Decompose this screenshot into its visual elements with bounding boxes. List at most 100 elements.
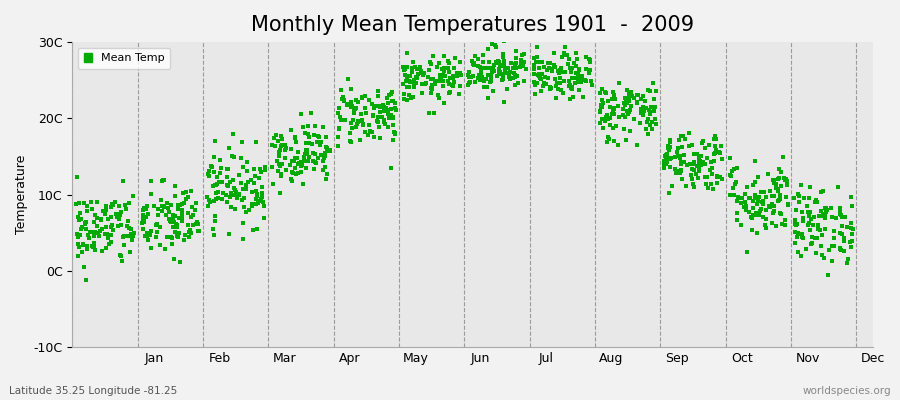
Point bbox=[593, 108, 608, 114]
Point bbox=[562, 82, 577, 88]
Point bbox=[402, 84, 417, 90]
Point bbox=[492, 58, 507, 65]
Point bbox=[221, 183, 236, 190]
Point bbox=[821, 272, 835, 278]
Point bbox=[385, 98, 400, 104]
Point bbox=[106, 226, 121, 233]
Point bbox=[164, 234, 178, 240]
Point bbox=[778, 176, 793, 182]
Point bbox=[811, 222, 825, 228]
Point bbox=[745, 227, 760, 233]
Point bbox=[351, 99, 365, 106]
Y-axis label: Temperature: Temperature bbox=[15, 155, 28, 234]
Point bbox=[508, 48, 523, 54]
Point bbox=[814, 232, 829, 238]
Point bbox=[530, 44, 544, 50]
Point bbox=[161, 205, 176, 212]
Point bbox=[90, 199, 104, 205]
Point bbox=[301, 130, 315, 137]
Point bbox=[494, 71, 508, 77]
Point bbox=[302, 158, 316, 164]
Point bbox=[530, 80, 544, 86]
Point bbox=[532, 73, 546, 80]
Point bbox=[687, 167, 701, 173]
Point bbox=[505, 74, 519, 81]
Point bbox=[170, 222, 184, 228]
Point bbox=[207, 218, 221, 224]
Point bbox=[814, 213, 829, 219]
Point bbox=[436, 53, 451, 60]
Point bbox=[117, 232, 131, 239]
Point bbox=[380, 107, 394, 113]
Point bbox=[630, 100, 644, 106]
Point bbox=[112, 211, 126, 218]
Point bbox=[442, 60, 456, 66]
Point bbox=[346, 110, 361, 116]
Point bbox=[771, 188, 786, 195]
Point bbox=[737, 204, 751, 210]
Point bbox=[110, 214, 124, 220]
Point bbox=[101, 235, 115, 242]
Point bbox=[70, 241, 85, 248]
Point bbox=[566, 60, 580, 66]
Point bbox=[554, 87, 568, 94]
Point bbox=[245, 188, 259, 195]
Point bbox=[605, 96, 619, 102]
Point bbox=[685, 141, 699, 148]
Point bbox=[428, 78, 443, 84]
Point bbox=[210, 174, 224, 180]
Point bbox=[434, 74, 448, 80]
Point bbox=[503, 69, 517, 76]
Point bbox=[372, 124, 386, 130]
Point bbox=[206, 226, 220, 232]
Point bbox=[405, 69, 419, 75]
Point bbox=[220, 166, 235, 172]
Point bbox=[446, 74, 461, 81]
Point bbox=[792, 193, 806, 200]
Point bbox=[640, 119, 654, 125]
Point bbox=[481, 46, 495, 52]
Point bbox=[801, 209, 815, 215]
Point bbox=[379, 105, 393, 111]
Point bbox=[461, 72, 475, 78]
Point bbox=[83, 228, 97, 235]
Point bbox=[598, 89, 612, 95]
Point bbox=[388, 105, 402, 112]
Point bbox=[618, 95, 633, 101]
Point bbox=[805, 233, 819, 240]
Point bbox=[767, 193, 781, 200]
Point bbox=[833, 230, 848, 236]
Text: Latitude 35.25 Longitude -81.25: Latitude 35.25 Longitude -81.25 bbox=[9, 386, 177, 396]
Point bbox=[316, 167, 330, 173]
Point bbox=[291, 170, 305, 176]
Point bbox=[541, 60, 555, 66]
Point bbox=[497, 58, 511, 64]
Point bbox=[91, 230, 105, 236]
Point bbox=[832, 210, 847, 217]
Point bbox=[156, 176, 170, 183]
Point bbox=[599, 112, 614, 118]
Point bbox=[99, 231, 113, 238]
Point bbox=[466, 61, 481, 67]
Point bbox=[738, 191, 752, 197]
Point bbox=[485, 69, 500, 76]
Point bbox=[746, 198, 760, 204]
Point bbox=[489, 43, 503, 50]
Point bbox=[774, 220, 788, 227]
Point bbox=[182, 234, 196, 240]
Point bbox=[403, 79, 418, 86]
Point bbox=[727, 166, 742, 172]
Point bbox=[492, 68, 507, 75]
Point bbox=[607, 92, 621, 98]
Point bbox=[595, 102, 609, 108]
Point bbox=[114, 258, 129, 264]
Point bbox=[554, 65, 569, 71]
Point bbox=[819, 207, 833, 213]
Point bbox=[728, 181, 742, 187]
Point bbox=[630, 142, 644, 148]
Point bbox=[487, 68, 501, 74]
Point bbox=[547, 63, 562, 70]
Point bbox=[809, 234, 824, 241]
Point bbox=[200, 194, 214, 200]
Point bbox=[716, 156, 730, 162]
